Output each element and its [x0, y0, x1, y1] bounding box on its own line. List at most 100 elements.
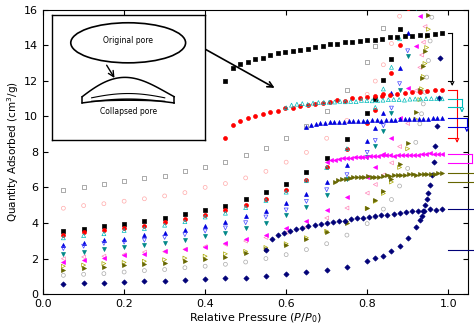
Point: [412, 224, 419, 230]
Point: [393, 91, 401, 96]
Point: [181, 219, 189, 224]
Point: [416, 217, 424, 222]
Point: [395, 97, 403, 102]
Point: [237, 62, 244, 67]
Point: [379, 93, 386, 98]
Point: [262, 235, 270, 240]
Point: [423, 196, 430, 202]
Point: [430, 160, 438, 165]
Point: [242, 275, 249, 280]
Point: [343, 219, 351, 224]
Point: [120, 245, 128, 250]
Point: [342, 176, 350, 181]
Point: [388, 65, 395, 70]
Point: [100, 254, 108, 259]
Point: [161, 231, 168, 236]
Point: [363, 98, 371, 103]
Point: [283, 272, 290, 277]
Point: [401, 33, 409, 38]
Point: [222, 159, 229, 165]
Point: [141, 218, 148, 224]
Point: [409, 33, 416, 38]
Point: [286, 228, 294, 234]
Point: [161, 257, 168, 262]
Point: [293, 102, 301, 107]
Point: [372, 138, 379, 143]
Point: [416, 65, 424, 70]
Point: [288, 103, 295, 108]
Point: [60, 263, 67, 269]
Point: [412, 88, 419, 93]
Point: [365, 214, 373, 219]
Point: [222, 225, 229, 231]
Point: [426, 4, 434, 9]
Point: [377, 118, 385, 123]
Point: [437, 56, 444, 61]
Point: [371, 37, 379, 43]
Point: [323, 165, 330, 170]
Point: [402, 152, 410, 158]
Point: [343, 137, 351, 142]
Point: [426, 207, 434, 212]
Point: [317, 221, 324, 227]
Point: [379, 153, 386, 158]
Point: [280, 231, 288, 236]
Point: [364, 259, 371, 264]
Point: [428, 15, 436, 20]
Point: [161, 241, 168, 246]
Point: [242, 220, 249, 225]
Point: [334, 98, 341, 103]
Point: [384, 97, 392, 102]
Point: [383, 213, 391, 218]
X-axis label: Relative Pressure ($P/P_0$): Relative Pressure ($P/P_0$): [190, 312, 322, 325]
Point: [283, 213, 290, 218]
Point: [242, 197, 249, 202]
Point: [335, 219, 343, 224]
Point: [283, 182, 290, 187]
Point: [336, 99, 344, 104]
Point: [335, 177, 342, 182]
Point: [371, 153, 378, 159]
Point: [323, 160, 330, 165]
Point: [339, 155, 346, 161]
Point: [305, 223, 312, 229]
Point: [262, 214, 270, 220]
Point: [201, 234, 209, 239]
Point: [404, 121, 411, 126]
Point: [80, 265, 87, 271]
Point: [222, 230, 229, 236]
Point: [242, 214, 249, 219]
Point: [315, 100, 322, 105]
Point: [141, 223, 148, 228]
Point: [404, 86, 411, 91]
Point: [222, 261, 229, 267]
Point: [323, 108, 330, 114]
Point: [372, 256, 379, 261]
Point: [396, 88, 403, 93]
Point: [323, 192, 330, 198]
Point: [282, 106, 289, 111]
Point: [364, 206, 371, 211]
Point: [331, 158, 338, 163]
Point: [388, 90, 395, 96]
Point: [380, 128, 387, 134]
Point: [372, 96, 379, 101]
Point: [415, 116, 422, 121]
Point: [404, 166, 411, 171]
Point: [404, 140, 411, 146]
Point: [201, 254, 209, 259]
Point: [417, 96, 424, 102]
Point: [343, 88, 351, 93]
Point: [418, 52, 425, 58]
Point: [396, 42, 403, 48]
Point: [423, 32, 431, 37]
Point: [365, 174, 372, 179]
Point: [244, 115, 252, 120]
Point: [302, 199, 310, 204]
Point: [388, 41, 395, 46]
Point: [364, 174, 371, 179]
Point: [433, 123, 441, 128]
Point: [390, 172, 398, 177]
Point: [161, 267, 168, 272]
Point: [380, 25, 387, 30]
